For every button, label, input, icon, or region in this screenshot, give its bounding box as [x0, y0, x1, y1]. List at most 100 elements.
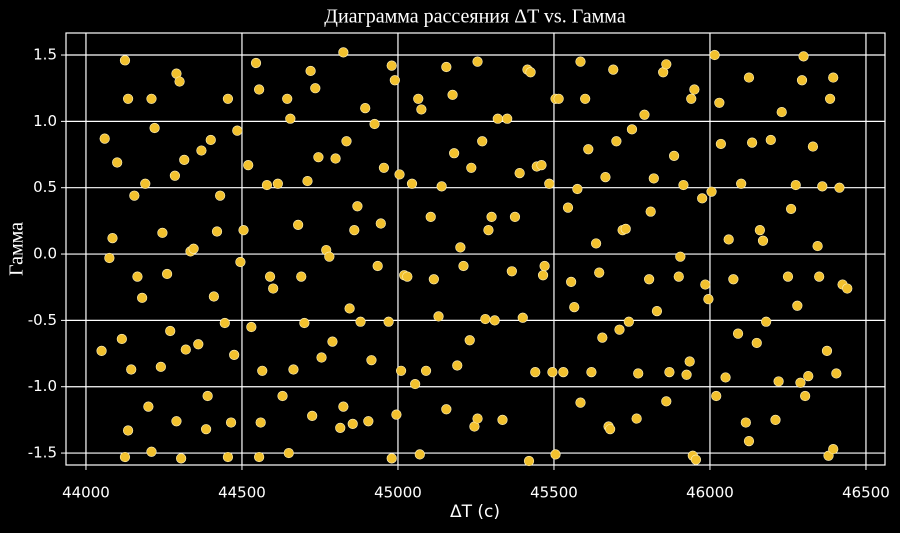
point: [525, 67, 536, 78]
point: [689, 84, 700, 95]
point: [425, 211, 436, 222]
point: [506, 266, 517, 277]
point: [472, 413, 483, 424]
point: [338, 401, 349, 412]
point: [673, 271, 684, 282]
point: [648, 173, 659, 184]
y-tick-label: 1.0: [33, 112, 57, 130]
x-tick-label: 46000: [686, 484, 734, 502]
point: [391, 409, 402, 420]
point: [188, 243, 199, 254]
point: [146, 93, 157, 104]
point: [116, 333, 127, 345]
point: [785, 203, 797, 215]
point: [179, 154, 190, 165]
point: [782, 271, 794, 282]
point: [157, 227, 168, 238]
point: [620, 223, 631, 234]
point: [254, 451, 265, 463]
point: [285, 113, 296, 124]
point: [547, 367, 558, 378]
point: [464, 335, 475, 346]
point: [449, 148, 460, 159]
point: [119, 451, 131, 463]
point: [366, 355, 377, 366]
point: [360, 102, 371, 114]
point: [611, 136, 622, 147]
point: [288, 364, 299, 375]
y-axis-label: Гамма: [6, 222, 28, 276]
point: [143, 401, 154, 412]
point: [296, 271, 307, 282]
point: [122, 425, 134, 436]
point: [126, 364, 137, 375]
point: [834, 182, 845, 193]
point: [344, 303, 355, 314]
point: [305, 65, 316, 77]
x-axis-label: ΔT (c): [450, 502, 500, 522]
point: [590, 238, 602, 249]
point: [486, 211, 497, 222]
point: [146, 446, 157, 457]
point: [795, 377, 806, 388]
point: [355, 316, 366, 327]
point: [420, 365, 432, 376]
point: [99, 133, 110, 144]
point: [517, 312, 528, 323]
point: [363, 416, 374, 427]
point: [765, 134, 776, 146]
point: [410, 378, 421, 390]
point: [155, 361, 166, 372]
point: [406, 178, 418, 189]
point: [232, 125, 243, 136]
point: [119, 55, 131, 66]
point: [790, 179, 801, 191]
point: [539, 260, 550, 272]
point: [715, 138, 726, 150]
point: [174, 76, 185, 87]
point: [544, 178, 555, 189]
point: [299, 317, 310, 329]
point: [792, 300, 803, 311]
plot-frame: [65, 32, 886, 466]
point: [566, 276, 577, 288]
point: [675, 251, 686, 262]
point: [455, 242, 466, 253]
point: [824, 93, 836, 104]
point: [104, 252, 115, 264]
point: [803, 371, 814, 382]
point: [414, 449, 425, 460]
point: [700, 279, 711, 290]
point: [842, 283, 853, 294]
point: [383, 316, 394, 327]
point: [796, 75, 808, 86]
y-tick-label: 1.5: [33, 46, 57, 64]
point: [169, 170, 180, 181]
point: [773, 376, 784, 387]
point: [580, 93, 591, 104]
point: [215, 190, 226, 201]
point: [107, 233, 118, 244]
point: [706, 186, 717, 197]
point: [480, 313, 491, 325]
point: [222, 93, 234, 104]
point: [831, 368, 842, 379]
point: [558, 367, 569, 378]
point: [530, 367, 541, 378]
point: [492, 113, 503, 124]
point: [261, 179, 273, 191]
point: [293, 219, 304, 230]
point: [229, 349, 240, 360]
point: [594, 267, 605, 278]
point: [631, 413, 642, 424]
point: [447, 89, 458, 100]
point: [720, 372, 731, 383]
point: [523, 455, 535, 467]
point: [466, 162, 477, 173]
point: [509, 211, 521, 222]
point: [246, 321, 257, 333]
point: [754, 225, 765, 236]
point: [313, 152, 324, 163]
point: [161, 268, 173, 280]
point: [514, 168, 525, 179]
